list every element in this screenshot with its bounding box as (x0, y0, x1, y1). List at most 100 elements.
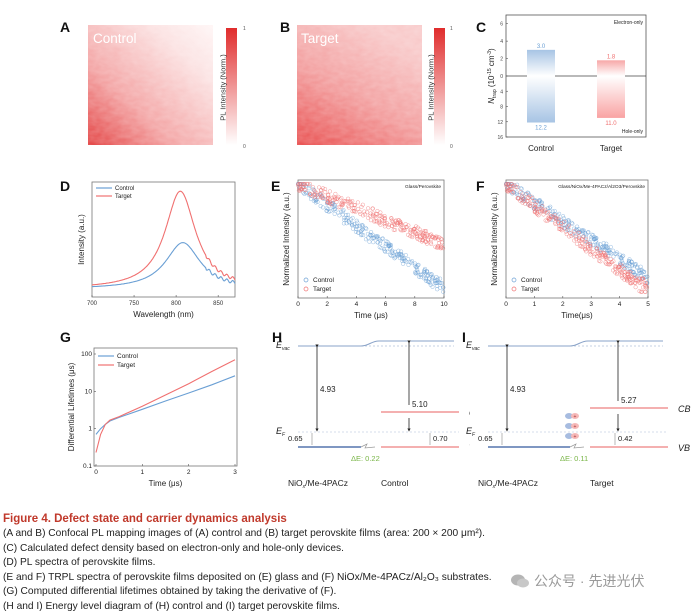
interface-bend (569, 443, 585, 449)
colorbar-a (226, 28, 237, 145)
data-point (565, 225, 570, 230)
data-point (352, 202, 357, 208)
data-point (605, 262, 610, 267)
panel-letter-d: D (60, 178, 71, 194)
data-point (564, 232, 569, 237)
data-point (600, 254, 605, 259)
data-point (416, 262, 421, 267)
data-point (380, 236, 385, 241)
data-point (381, 247, 387, 252)
x-tick-label: 0 (94, 469, 98, 476)
data-point (433, 234, 439, 239)
data-point (391, 221, 396, 226)
data-point (439, 243, 444, 248)
data-point (574, 237, 579, 242)
panel-letter-i: I (462, 329, 466, 345)
plus-sign: + (574, 414, 577, 420)
data-point (611, 268, 616, 273)
data-point (533, 205, 538, 210)
data-point (345, 212, 351, 217)
data-point (538, 206, 543, 211)
data-point (558, 227, 563, 232)
data-point (342, 199, 347, 204)
data-point (617, 252, 622, 257)
data-point (547, 217, 552, 222)
data-point (617, 264, 622, 269)
data-point (632, 276, 637, 281)
data-point (438, 285, 443, 290)
data-point (375, 234, 381, 239)
data-point (430, 284, 435, 289)
data-point (438, 236, 443, 241)
dipole-negative (565, 433, 573, 439)
data-point (328, 201, 333, 206)
data-point (312, 187, 317, 193)
data-point (632, 263, 637, 268)
data-point (350, 226, 355, 231)
data-point (436, 237, 441, 242)
data-point (391, 253, 396, 258)
data-point (366, 215, 371, 220)
data-point (609, 260, 614, 265)
data-point (428, 240, 433, 245)
x-tick-label: 10 (440, 301, 448, 308)
data-point (336, 205, 341, 210)
data-point (585, 245, 590, 250)
data-point (611, 248, 616, 253)
data-point (637, 268, 642, 273)
evac-label: Evac (466, 340, 480, 352)
data-point (520, 195, 525, 200)
x-tick-label: 2 (561, 301, 565, 308)
data-point (617, 264, 622, 269)
data-point (518, 190, 523, 195)
data-point (303, 190, 308, 195)
data-point (597, 252, 602, 258)
data-point (552, 220, 558, 225)
data-point (429, 241, 434, 247)
data-point (581, 228, 586, 233)
data-point (298, 186, 303, 191)
data-point (299, 187, 304, 192)
y-tick-label: 4 (500, 39, 503, 45)
annotation-substrate: Glass/NiOx/Me-4PACz/Al2O3/Perovskite (558, 184, 645, 190)
data-point (338, 205, 343, 210)
data-point (583, 246, 588, 251)
caption-title: Figure 4. Defect state and carrier dynam… (3, 513, 287, 525)
x-tick-label: 750 (129, 301, 140, 307)
data-point (418, 230, 423, 235)
x-tick-label: 3 (233, 469, 237, 476)
data-point (382, 222, 387, 227)
data-point (312, 189, 317, 195)
legend-marker (511, 277, 517, 283)
data-point (638, 267, 643, 272)
data-point (611, 259, 616, 264)
data-point (561, 219, 566, 224)
data-point (626, 274, 631, 279)
data-point (422, 270, 427, 275)
data-point (368, 211, 373, 216)
data-label: 3.0 (537, 44, 546, 50)
data-point (336, 194, 341, 199)
dipole-negative (565, 423, 573, 429)
data-point (359, 232, 364, 237)
data-point (341, 221, 346, 226)
data-point (439, 280, 444, 286)
chart-g-differential-lifetimes: 0 1 2 3 0.1 1 10 100 Control Target Time (μs) Diffe… (67, 347, 238, 488)
work-function-left: 4.93 (320, 385, 336, 394)
data-point (360, 213, 366, 218)
data-point (392, 227, 398, 232)
data-point (375, 240, 380, 245)
data-point (402, 225, 407, 230)
data-point (541, 212, 546, 217)
x-tick-label: 3 (589, 301, 593, 308)
y-tick-label: 2 (500, 57, 503, 63)
data-point (393, 219, 398, 224)
caption-line: (E and F) TRPL spectra of perovskite fil… (3, 571, 492, 583)
x-tick-label: 4 (618, 301, 622, 308)
data-point (435, 243, 441, 248)
data-point (434, 275, 439, 280)
data-point (572, 238, 577, 243)
data-point (525, 199, 530, 204)
data-point (332, 211, 337, 216)
legend-label: Control (521, 277, 543, 284)
